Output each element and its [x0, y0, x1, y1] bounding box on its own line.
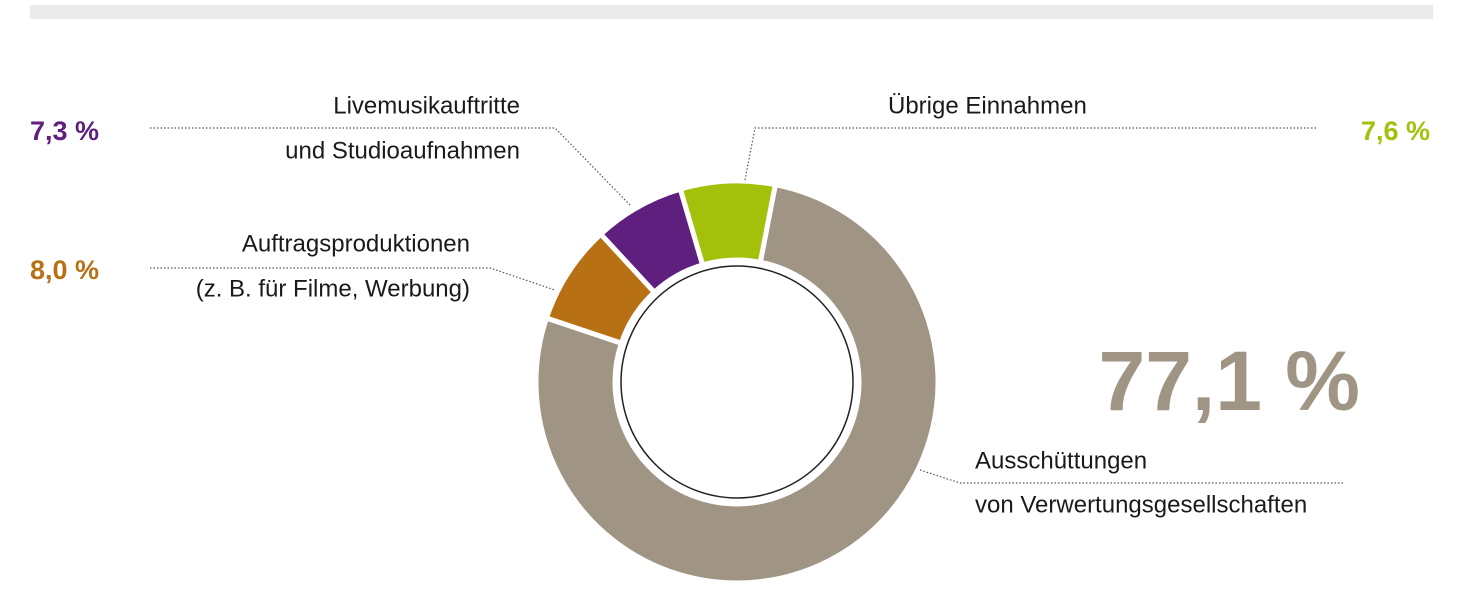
- value-label: 7,6 %: [1361, 116, 1430, 146]
- donut-segment: [533, 181, 941, 586]
- leader-line: [919, 469, 1345, 484]
- value-label: 77,1 %: [1098, 334, 1360, 428]
- value-label: 8,0 %: [30, 255, 99, 285]
- leader-line: [150, 127, 631, 206]
- leader-line: [150, 267, 556, 291]
- category-label: (z. B. für Filme, Werbung): [196, 275, 470, 302]
- category-label: von Verwertungsgesellschaften: [975, 491, 1307, 518]
- category-label: Livemusikauftritte: [333, 92, 520, 119]
- top-band: [30, 5, 1433, 19]
- leader-line: [744, 127, 1318, 181]
- category-label: Übrige Einnahmen: [888, 92, 1087, 119]
- category-label: Ausschüttungen: [975, 447, 1147, 474]
- donut-segment: [677, 178, 779, 269]
- category-label: Auftragsproduktionen: [242, 230, 470, 257]
- inner-circle: [620, 265, 854, 499]
- value-label: 7,3 %: [30, 116, 99, 146]
- category-label: und Studioaufnahmen: [285, 137, 520, 164]
